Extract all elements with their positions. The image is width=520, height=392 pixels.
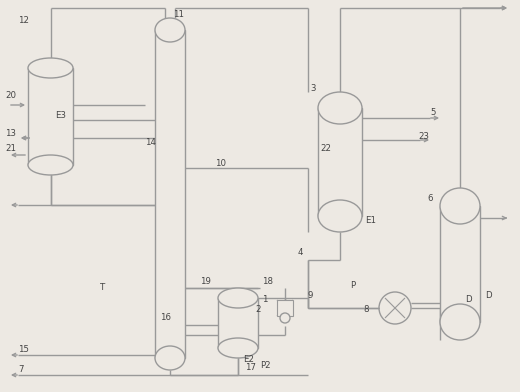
Ellipse shape xyxy=(28,58,73,78)
Text: 21: 21 xyxy=(5,143,16,152)
Bar xyxy=(155,30,185,358)
Text: 8: 8 xyxy=(363,305,369,314)
Ellipse shape xyxy=(280,313,290,323)
Text: 23: 23 xyxy=(418,131,429,140)
Ellipse shape xyxy=(318,200,362,232)
Text: 17: 17 xyxy=(245,363,256,372)
Text: E3: E3 xyxy=(56,111,67,120)
Text: T: T xyxy=(100,283,105,292)
Ellipse shape xyxy=(28,155,73,175)
Text: 11: 11 xyxy=(173,9,184,18)
Text: 14: 14 xyxy=(145,138,156,147)
Text: 13: 13 xyxy=(5,129,16,138)
Text: 18: 18 xyxy=(262,278,273,287)
Ellipse shape xyxy=(218,338,258,358)
Ellipse shape xyxy=(218,288,258,308)
Bar xyxy=(440,206,480,322)
Text: 1: 1 xyxy=(262,296,267,305)
Text: 5: 5 xyxy=(430,107,436,116)
Bar xyxy=(318,108,362,216)
Ellipse shape xyxy=(440,304,480,340)
Text: 9: 9 xyxy=(308,292,314,301)
Text: 15: 15 xyxy=(18,345,29,354)
Bar xyxy=(218,298,258,348)
Text: D: D xyxy=(465,296,472,305)
Ellipse shape xyxy=(318,92,362,124)
Text: 16: 16 xyxy=(160,314,171,323)
Bar xyxy=(277,300,293,316)
Text: 3: 3 xyxy=(310,83,316,93)
Ellipse shape xyxy=(440,188,480,224)
Text: 4: 4 xyxy=(298,247,304,256)
Ellipse shape xyxy=(155,18,185,42)
Text: 19: 19 xyxy=(200,278,211,287)
Text: 7: 7 xyxy=(18,365,23,374)
Text: 10: 10 xyxy=(215,158,226,167)
Text: P: P xyxy=(350,281,355,290)
Ellipse shape xyxy=(155,346,185,370)
Bar xyxy=(28,68,73,165)
Text: 2: 2 xyxy=(255,305,261,314)
Text: 6: 6 xyxy=(427,194,433,203)
Text: E2: E2 xyxy=(243,356,254,365)
Text: 12: 12 xyxy=(18,16,29,25)
Text: 22: 22 xyxy=(320,143,331,152)
Text: E1: E1 xyxy=(365,216,376,225)
Text: D: D xyxy=(485,290,491,299)
Text: P2: P2 xyxy=(260,361,270,370)
Text: 20: 20 xyxy=(5,91,16,100)
